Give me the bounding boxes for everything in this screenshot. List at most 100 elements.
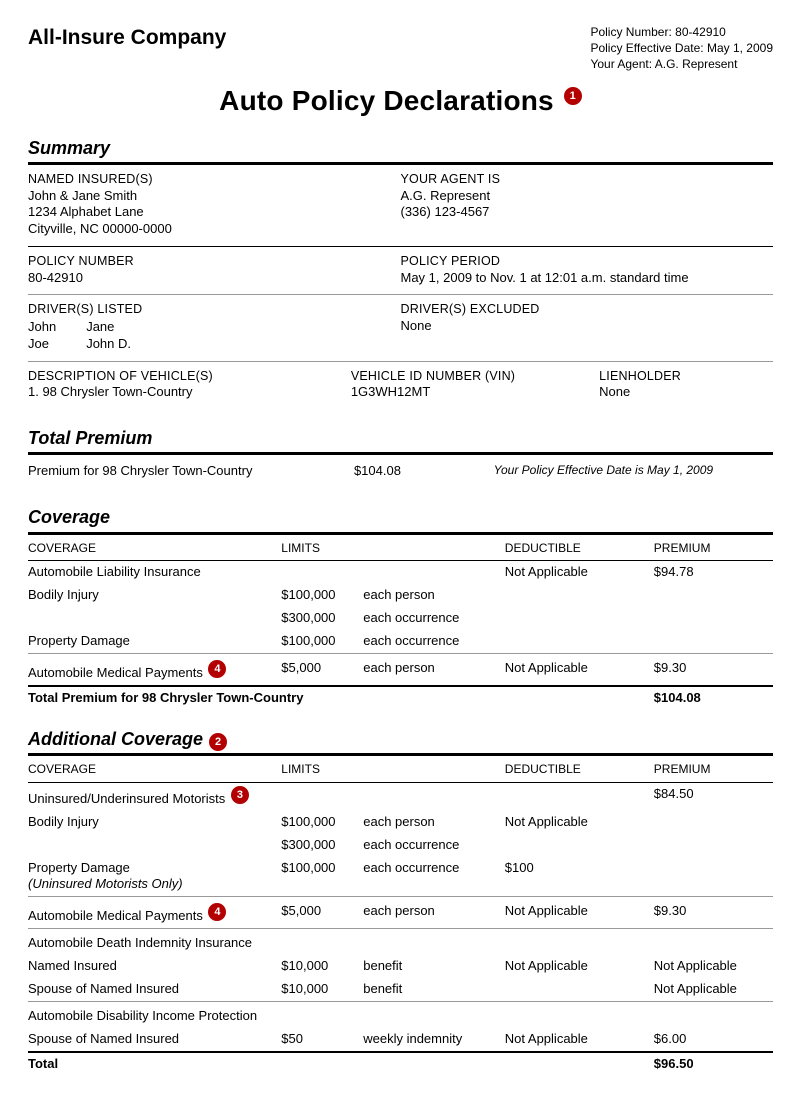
add-pd-note: (Uninsured Motorists Only) bbox=[28, 876, 183, 891]
additional-header-row: COVERAGE LIMITS DEDUCTIBLE PREMIUM bbox=[28, 756, 773, 782]
vin-value: 1G3WH12MT bbox=[351, 384, 599, 401]
add-pd-name: Property Damage bbox=[28, 860, 130, 875]
add-total-amount: $96.50 bbox=[654, 1052, 773, 1076]
cov-pd-name: Property Damage bbox=[28, 630, 281, 653]
cov-bi-unit1: each person bbox=[363, 584, 505, 607]
cov-bi-amt2: $300,000 bbox=[281, 607, 363, 630]
agent-label: YOUR AGENT IS bbox=[401, 171, 774, 187]
vehicle-value: 1. 98 Chrysler Town-Country bbox=[28, 384, 351, 401]
add-pd-unit1: each occurrence bbox=[363, 857, 505, 897]
add-dis-sp-name: Spouse of Named Insured bbox=[28, 1028, 281, 1052]
add-death-name: Automobile Death Indemnity Insurance bbox=[28, 929, 281, 955]
add-death-ni-prem: Not Applicable bbox=[654, 955, 773, 978]
company-name: All-Insure Company bbox=[28, 24, 226, 51]
policy-number-label: POLICY NUMBER bbox=[28, 253, 401, 269]
named-insured-line1: John & Jane Smith bbox=[28, 188, 401, 205]
th2-deductible: DEDUCTIBLE bbox=[505, 756, 654, 782]
cov-liability-ded: Not Applicable bbox=[505, 561, 654, 584]
annotation-badge-1: 1 bbox=[564, 87, 582, 105]
add-death-ni-amt: $10,000 bbox=[281, 955, 363, 978]
policy-number: Policy Number: 80-42910 bbox=[590, 24, 773, 40]
th-premium: PREMIUM bbox=[654, 535, 773, 561]
section-coverage-title: Coverage bbox=[28, 506, 773, 534]
add-pd-ded: $100 bbox=[505, 857, 654, 897]
cov-liability-prem: $94.78 bbox=[654, 561, 773, 584]
add-pd-amt1: $100,000 bbox=[281, 857, 363, 897]
vin-label: VEHICLE ID NUMBER (VIN) bbox=[351, 368, 599, 384]
drivers-listed-label: DRIVER(S) LISTED bbox=[28, 301, 401, 317]
agent-phone: (336) 123-4567 bbox=[401, 204, 774, 221]
add-bi-unit2: each occurrence bbox=[363, 834, 505, 857]
add-bi-ded: Not Applicable bbox=[505, 811, 654, 834]
add-um-prem: $84.50 bbox=[654, 782, 773, 811]
cov-bi-unit2: each occurrence bbox=[363, 607, 505, 630]
driver-2b: John D. bbox=[86, 335, 131, 353]
policy-meta: Policy Number: 80-42910 Policy Effective… bbox=[590, 24, 773, 73]
add-dis-sp-ded: Not Applicable bbox=[505, 1028, 654, 1052]
cov-medpay-unit: each person bbox=[363, 653, 505, 686]
premium-note: Your Policy Effective Date is May 1, 200… bbox=[494, 463, 773, 480]
add-death-sp-amt: $10,000 bbox=[281, 978, 363, 1001]
drivers-excluded-value: None bbox=[401, 318, 774, 335]
driver-1a: John bbox=[28, 318, 56, 336]
policy-agent: Your Agent: A.G. Represent bbox=[590, 56, 773, 72]
add-dis-sp-unit: weekly indemnity bbox=[363, 1028, 505, 1052]
premium-amount: $104.08 bbox=[354, 463, 494, 480]
named-insured-line3: Cityville, NC 00000-0000 bbox=[28, 221, 401, 238]
cov-total-amount: $104.08 bbox=[654, 686, 773, 710]
policy-period-value: May 1, 2009 to Nov. 1 at 12:01 a.m. stan… bbox=[401, 270, 774, 287]
th-limits: LIMITS bbox=[281, 535, 504, 561]
add-death-ni-ded: Not Applicable bbox=[505, 955, 654, 978]
cov-pd-amt1: $100,000 bbox=[281, 630, 363, 653]
cov-medpay-name: Automobile Medical Payments 4 bbox=[28, 653, 281, 686]
add-total-label: Total bbox=[28, 1052, 654, 1076]
document-title-text: Auto Policy Declarations bbox=[219, 85, 554, 116]
add-medpay-unit: each person bbox=[363, 897, 505, 929]
section-total-premium-title: Total Premium bbox=[28, 427, 773, 455]
section-additional-text: Additional Coverage bbox=[28, 728, 203, 751]
add-um-name: Uninsured/Underinsured Motorists 3 bbox=[28, 782, 281, 811]
summary-vehicle-row: DESCRIPTION OF VEHICLE(S) 1. 98 Chrysler… bbox=[28, 362, 773, 409]
th-coverage: COVERAGE bbox=[28, 535, 281, 561]
premium-line: Premium for 98 Chrysler Town-Country $10… bbox=[28, 455, 773, 488]
add-um-text: Uninsured/Underinsured Motorists bbox=[28, 791, 225, 806]
th2-coverage: COVERAGE bbox=[28, 756, 281, 782]
annotation-badge-4b: 4 bbox=[208, 903, 226, 921]
annotation-badge-4a: 4 bbox=[208, 660, 226, 678]
add-death-sp-prem: Not Applicable bbox=[654, 978, 773, 1001]
add-bi-unit1: each person bbox=[363, 811, 505, 834]
coverage-table: COVERAGE LIMITS DEDUCTIBLE PREMIUM Autom… bbox=[28, 535, 773, 710]
add-bi-amt2: $300,000 bbox=[281, 834, 363, 857]
th-deductible: DEDUCTIBLE bbox=[505, 535, 654, 561]
driver-1b: Jane bbox=[86, 318, 131, 336]
cov-pd-unit1: each occurrence bbox=[363, 630, 505, 653]
add-bi-amt1: $100,000 bbox=[281, 811, 363, 834]
named-insured-line2: 1234 Alphabet Lane bbox=[28, 204, 401, 221]
add-medpay-ded: Not Applicable bbox=[505, 897, 654, 929]
add-disability-name: Automobile Disability Income Protection bbox=[28, 1002, 281, 1028]
policy-number-value: 80-42910 bbox=[28, 270, 401, 287]
add-death-ni-name: Named Insured bbox=[28, 955, 281, 978]
cov-medpay-text: Automobile Medical Payments bbox=[28, 665, 203, 680]
cov-bi-name: Bodily Injury bbox=[28, 584, 281, 607]
add-death-sp-unit: benefit bbox=[363, 978, 505, 1001]
add-medpay-amt: $5,000 bbox=[281, 897, 363, 929]
cov-medpay-amt: $5,000 bbox=[281, 653, 363, 686]
section-additional-title: Additional Coverage 2 bbox=[28, 728, 773, 756]
add-medpay-text: Automobile Medical Payments bbox=[28, 908, 203, 923]
add-medpay-name: Automobile Medical Payments 4 bbox=[28, 897, 281, 929]
summary-policy-row: POLICY NUMBER 80-42910 POLICY PERIOD May… bbox=[28, 247, 773, 295]
document-header: All-Insure Company Policy Number: 80-429… bbox=[28, 24, 773, 73]
additional-table: COVERAGE LIMITS DEDUCTIBLE PREMIUM Unins… bbox=[28, 756, 773, 1076]
th2-premium: PREMIUM bbox=[654, 756, 773, 782]
add-death-ni-unit: benefit bbox=[363, 955, 505, 978]
add-dis-sp-prem: $6.00 bbox=[654, 1028, 773, 1052]
cov-medpay-ded: Not Applicable bbox=[505, 653, 654, 686]
add-death-sp-name: Spouse of Named Insured bbox=[28, 978, 281, 1001]
lienholder-label: LIENHOLDER bbox=[599, 368, 773, 384]
cov-liability-name: Automobile Liability Insurance bbox=[28, 561, 281, 584]
add-bi-name: Bodily Injury bbox=[28, 811, 281, 834]
agent-name: A.G. Represent bbox=[401, 188, 774, 205]
add-dis-sp-amt: $50 bbox=[281, 1028, 363, 1052]
annotation-badge-2: 2 bbox=[209, 733, 227, 751]
